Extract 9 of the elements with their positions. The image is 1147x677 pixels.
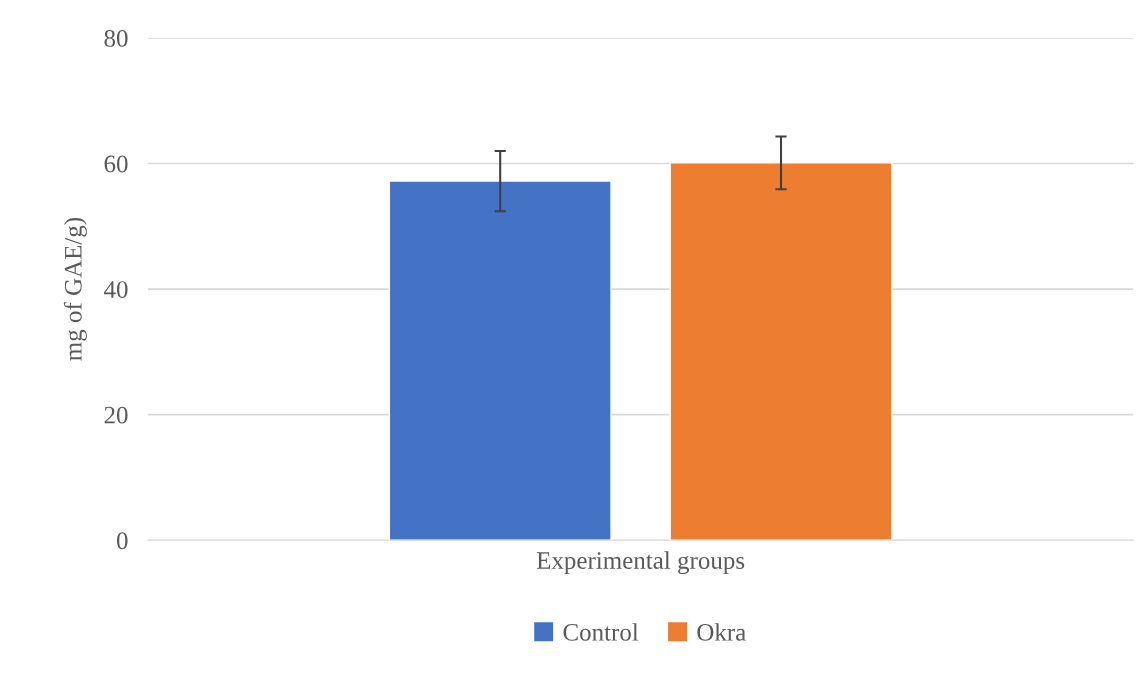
y-tick-label: 40 bbox=[104, 281, 128, 298]
y-axis-title: mg of GAE/g) bbox=[63, 217, 87, 361]
legend-label: Control bbox=[563, 623, 639, 641]
y-tick-label: 80 bbox=[104, 29, 128, 47]
y-tick-label: 0 bbox=[116, 532, 128, 550]
y-tick-label: 20 bbox=[104, 406, 128, 424]
x-tick-label: Experimental groups bbox=[536, 551, 745, 575]
y-tick-label: 60 bbox=[104, 155, 128, 173]
legend-label: Okra bbox=[697, 623, 746, 641]
